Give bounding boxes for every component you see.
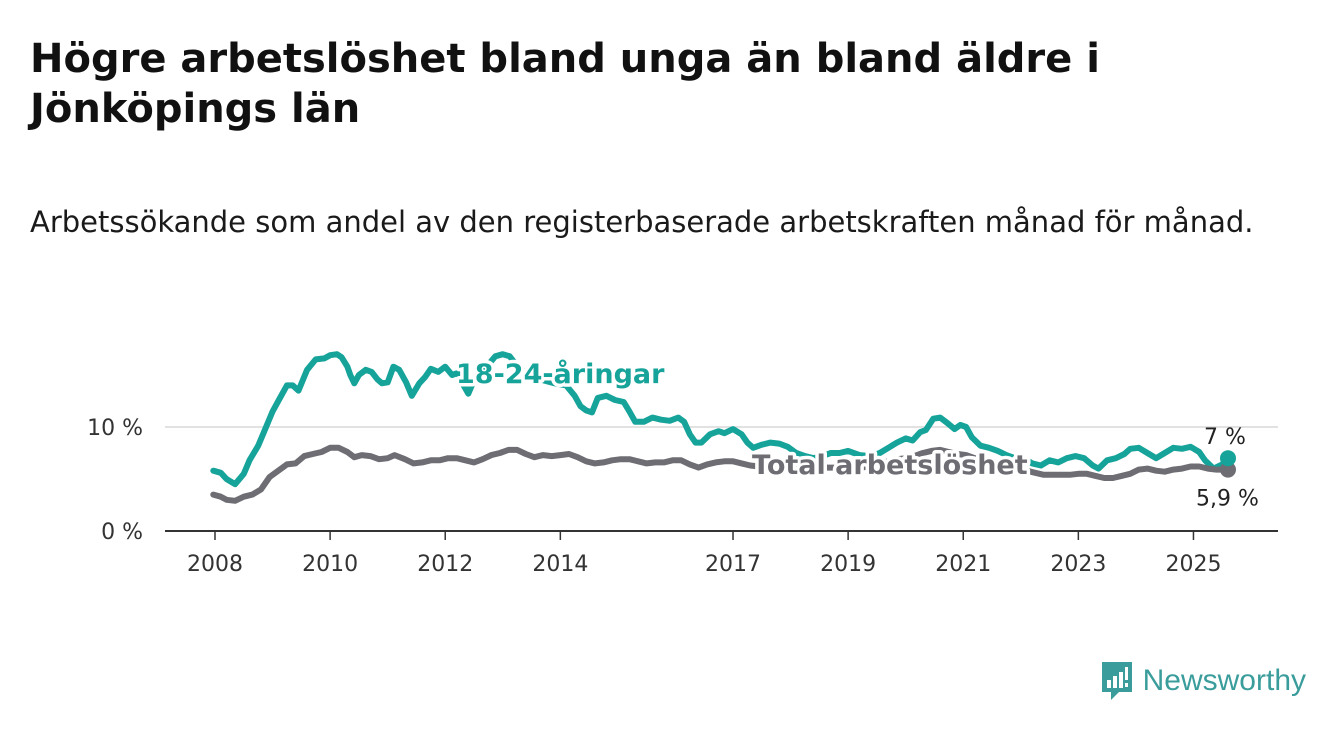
line-chart: 0 % 10 % 2008 2010 2012 2014 2017 2019 2021 2023 2… bbox=[87, 351, 1278, 577]
x-tick-label: 2019 bbox=[820, 552, 876, 577]
chart-title: Högre arbetslöshet bland unga än bland ä… bbox=[30, 36, 1100, 132]
x-tick-label: 2010 bbox=[302, 552, 358, 577]
x-tick-label: 2023 bbox=[1050, 552, 1106, 577]
label-layer: 7 % 5,9 % 18-24-åringar Total arbetslöshet bbox=[453, 355, 1259, 512]
brand-name: Newsworthy bbox=[1142, 664, 1306, 697]
x-tick-label: 2025 bbox=[1165, 552, 1221, 577]
bar-chart-icon bbox=[1101, 662, 1132, 700]
total-end-point bbox=[1220, 461, 1236, 478]
youth-series-line bbox=[210, 351, 1231, 488]
newsworthy-logo: Newsworthy bbox=[1099, 660, 1306, 702]
chart-subtitle: Arbetssökande som andel av den registerb… bbox=[30, 205, 1254, 239]
total-series-label: Total arbetslöshet bbox=[752, 450, 1028, 481]
x-tick-label: 2014 bbox=[532, 552, 588, 577]
x-tick-label: 2012 bbox=[417, 552, 473, 577]
total-series-line bbox=[210, 444, 1231, 504]
x-tick-label: 2008 bbox=[187, 552, 243, 577]
series-layer bbox=[210, 351, 1236, 504]
youth-end-label: 7 % bbox=[1204, 425, 1246, 450]
x-tick-label: 2017 bbox=[705, 552, 761, 577]
axis-layer: 0 % 10 % 2008 2010 2012 2014 2017 2019 2021 2023 2… bbox=[87, 416, 1278, 577]
total-end-label: 5,9 % bbox=[1196, 487, 1259, 512]
x-tick-label: 2021 bbox=[935, 552, 991, 577]
y-tick-label: 10 % bbox=[87, 416, 143, 441]
youth-series-label: 18-24-åringar bbox=[456, 358, 665, 390]
youth-end-point bbox=[1220, 450, 1236, 467]
y-tick-label: 0 % bbox=[101, 520, 143, 545]
